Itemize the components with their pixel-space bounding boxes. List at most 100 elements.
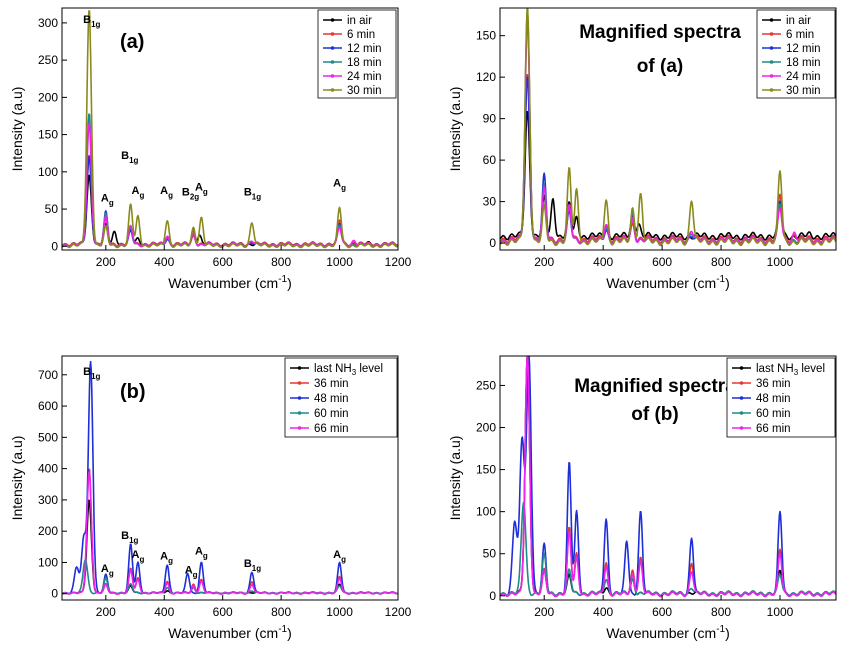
x-tick-label: 1200 xyxy=(385,255,412,269)
series-line-24-min xyxy=(62,123,398,248)
series-line-30-min xyxy=(62,10,398,249)
x-tick-label: 400 xyxy=(593,605,613,619)
plot-frame xyxy=(61,355,399,601)
legend-entry: 60 min xyxy=(756,408,791,420)
series-group xyxy=(500,8,836,247)
y-tick-label: 150 xyxy=(476,463,496,477)
x-tick-label: 200 xyxy=(96,255,116,269)
x-tick-label: 200 xyxy=(534,605,554,619)
series-line-66-min xyxy=(62,471,398,595)
series-line-18-min xyxy=(62,113,398,248)
x-tick-label: 1200 xyxy=(385,605,412,619)
x-tick-label: 1000 xyxy=(767,255,794,269)
x-tick-label: 200 xyxy=(96,605,116,619)
y-tick-label: 250 xyxy=(38,53,58,67)
y-tick-label: 50 xyxy=(483,547,497,561)
legend-entry: 48 min xyxy=(314,393,349,405)
legend-marker xyxy=(297,381,302,385)
y-tick-label: 200 xyxy=(476,421,496,435)
peak-label: Ag xyxy=(132,549,145,564)
legend-entry: 66 min xyxy=(756,423,791,435)
x-tick-label: 600 xyxy=(652,255,672,269)
y-tick-label: 400 xyxy=(38,462,58,476)
x-tick-label: 600 xyxy=(213,605,233,619)
legend-entry: 6 min xyxy=(347,29,375,41)
legend-entry: in air xyxy=(786,15,811,27)
legend-entry: 66 min xyxy=(314,423,349,435)
x-tick-label: 1000 xyxy=(326,255,353,269)
plot-frame xyxy=(499,7,837,251)
y-tick-label: 60 xyxy=(483,153,497,167)
series-line-30-min xyxy=(500,8,836,247)
y-tick-label: 0 xyxy=(51,587,58,601)
y-tick-label: 300 xyxy=(38,493,58,507)
plot-frame xyxy=(499,355,837,601)
x-axis-title: Wavenumber (cm-1) xyxy=(606,624,730,641)
y-axis-title: Intensity (a.u) xyxy=(9,87,25,172)
legend-marker xyxy=(330,32,335,36)
legend-box xyxy=(317,9,397,99)
legend-marker xyxy=(330,74,335,78)
y-tick-label: 50 xyxy=(45,202,59,216)
legend-box xyxy=(756,9,836,99)
chart-panel-a-mag: 200 400 600 800 1000 0 30 60 90 120 150 Wavenumber … xyxy=(447,7,837,291)
x-tick-label: 800 xyxy=(711,605,731,619)
y-tick-label: 100 xyxy=(476,505,496,519)
magnified-title-line1: Magnified spectra xyxy=(579,22,741,43)
series-line-last-nh3-level xyxy=(62,499,398,595)
chart-panel-a: 200 400 600 800 1000 1200 0 50 100 150 200 250 300 Wa… xyxy=(9,7,412,291)
y-axis-title: Intensity (a.u) xyxy=(9,436,25,521)
legend-entry: 6 min xyxy=(786,29,814,41)
peak-label: Ag xyxy=(132,185,145,200)
legend-marker xyxy=(297,411,302,415)
x-axis-title: Wavenumber (cm-1) xyxy=(168,274,292,291)
legend-marker xyxy=(297,396,302,400)
legend-entry: 18 min xyxy=(347,57,382,69)
magnified-title-line2: of (a) xyxy=(637,56,683,77)
legend-marker xyxy=(739,426,744,430)
legend-marker xyxy=(769,74,774,78)
legend-marker xyxy=(769,60,774,64)
y-tick-label: 0 xyxy=(51,239,58,253)
legend-entry: 48 min xyxy=(756,393,791,405)
legend-entry: 60 min xyxy=(314,408,349,420)
peak-label: B1g xyxy=(121,530,138,545)
x-tick-label: 400 xyxy=(593,255,613,269)
chart-panel-b-mag: 200 400 600 800 1000 0 50 100 150 200 250 Wavenumbe… xyxy=(447,355,837,641)
legend-marker xyxy=(739,411,744,415)
x-tick-label: 600 xyxy=(652,605,672,619)
x-tick-label: 800 xyxy=(271,255,291,269)
peak-label: B1g xyxy=(244,558,261,573)
legend-entry: 12 min xyxy=(786,43,821,55)
x-tick-label: 1000 xyxy=(326,605,353,619)
series-line-6-min xyxy=(500,74,836,244)
legend-marker xyxy=(769,32,774,36)
y-tick-label: 200 xyxy=(38,524,58,538)
peak-label: B1g xyxy=(244,187,261,202)
legend-entry: last NH3 level xyxy=(756,363,825,377)
y-tick-label: 100 xyxy=(38,165,58,179)
legend-entry: 36 min xyxy=(314,378,349,390)
legend-entry: 30 min xyxy=(786,85,821,97)
y-axis-title: Intensity (a.u) xyxy=(447,87,463,172)
y-tick-label: 90 xyxy=(483,112,497,126)
x-tick-label: 800 xyxy=(711,255,731,269)
series-line-60-min xyxy=(500,501,836,597)
y-tick-label: 150 xyxy=(476,29,496,43)
magnified-title-line1: Magnified spectra xyxy=(574,376,736,397)
legend-marker xyxy=(330,18,335,22)
panel-label: (a) xyxy=(120,31,144,53)
series-line-in-air xyxy=(500,111,836,241)
x-axis-title: Wavenumber (cm-1) xyxy=(606,274,730,291)
series-group xyxy=(500,356,836,598)
legend-marker xyxy=(297,426,302,430)
x-tick-label: 400 xyxy=(154,255,174,269)
peak-label: B1g xyxy=(121,150,138,165)
y-tick-label: 600 xyxy=(38,399,58,413)
legend-marker xyxy=(739,366,744,370)
peak-label: Ag xyxy=(333,549,346,564)
legend-marker xyxy=(769,88,774,92)
legend-entry: 18 min xyxy=(786,57,821,69)
